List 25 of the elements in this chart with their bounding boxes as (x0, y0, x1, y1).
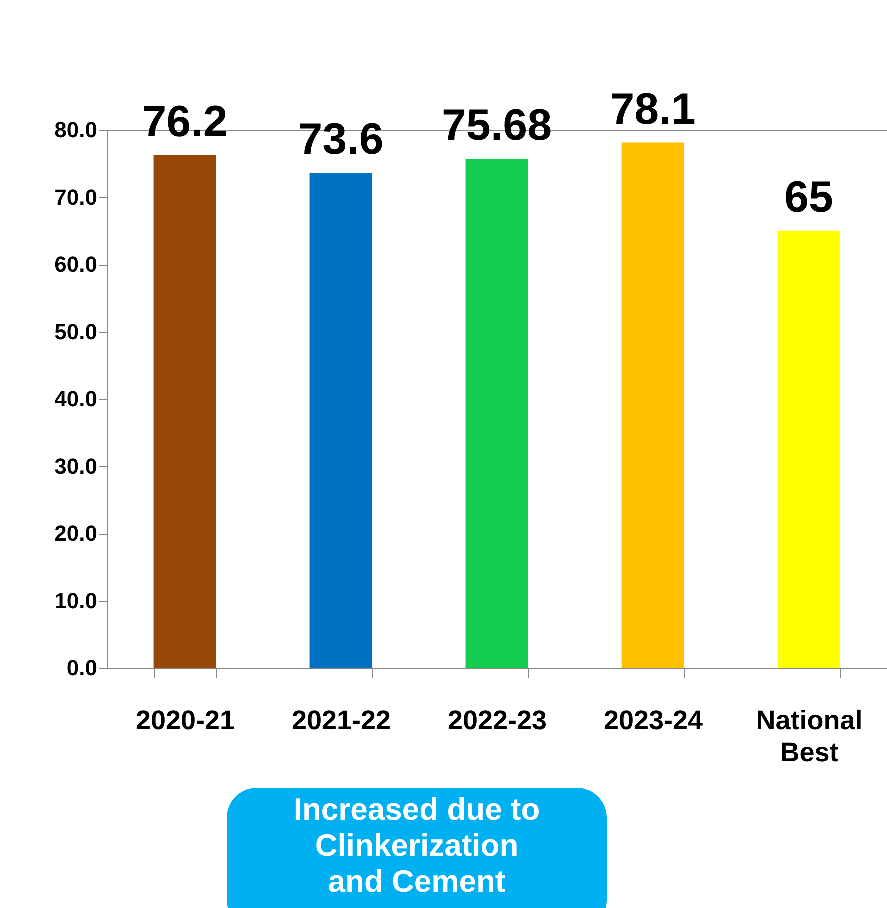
y-tick-label: 60.0 (54, 252, 98, 277)
x-tick-label: 2021-22 (292, 706, 392, 736)
data-label: 75.68 (442, 101, 552, 150)
bar (622, 142, 684, 668)
x-tick-label: 2023-24 (604, 706, 704, 736)
y-tick-label: 40.0 (54, 386, 98, 412)
bar (154, 156, 216, 668)
bar (778, 230, 840, 668)
x-tick-label: 2022-23 (448, 706, 548, 736)
text: Increased due to Clinkerization and Cement (294, 792, 540, 899)
x-tick-label: National Best (756, 706, 863, 768)
bar (466, 159, 528, 668)
bar (310, 173, 372, 668)
data-label: 76.2 (142, 98, 228, 147)
data-label: 73.6 (298, 115, 384, 164)
y-tick-label: 20.0 (54, 521, 98, 546)
y-tick-label: 70.0 (54, 184, 98, 210)
y-tick-label: 50.0 (54, 319, 98, 344)
data-label: 65 (784, 172, 834, 222)
y-tick-label: 30.0 (54, 454, 98, 479)
y-tick-label: 10.0 (54, 588, 98, 614)
y-tick-label: 80.0 (54, 118, 98, 142)
y-tick-label: 0.0 (66, 656, 98, 680)
data-label: 78.1 (610, 84, 696, 134)
x-tick-label: 2020-21 (136, 706, 236, 736)
